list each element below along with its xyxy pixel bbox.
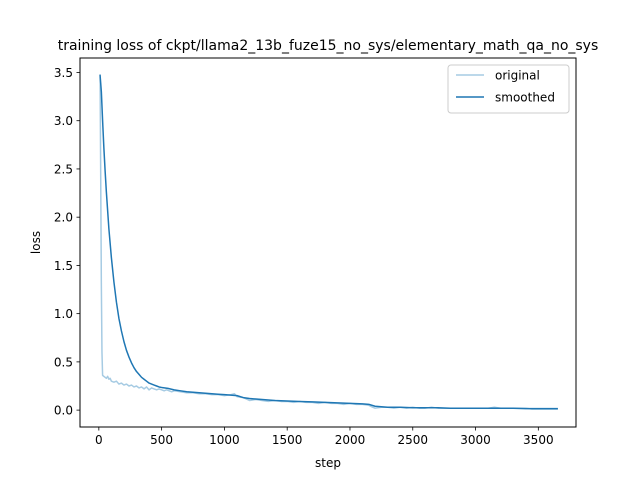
y-axis-label: loss [29,231,43,254]
y-tick-label: 0.5 [54,355,73,369]
legend-box [447,64,570,114]
y-axis-ticks: 0.0 0.5 1.0 1.5 2.0 2.5 3.0 3.5 [54,66,80,418]
x-tick-label: 2500 [397,433,428,447]
chart-title: training loss of ckpt/llama2_13b_fuze15_… [58,38,599,54]
y-tick-label: 0.0 [54,404,73,418]
x-tick-label: 1000 [209,433,240,447]
y-tick-label: 2.5 [54,162,73,176]
y-tick-label: 2.0 [54,211,73,225]
axes-frame [79,57,577,428]
y-tick-label: 3.0 [54,114,73,128]
x-axis-ticks: 0 500 1000 1500 2000 2500 3000 3500 [95,427,554,447]
y-tick-label: 1.5 [54,259,73,273]
legend-label-original: original [495,69,540,83]
y-tick-label: 1.0 [54,307,73,321]
x-tick-label: 0 [95,433,103,447]
x-tick-label: 2000 [335,433,366,447]
series-line-smoothed [99,74,558,410]
x-axis-label: step [315,456,341,470]
series-layer [99,74,558,410]
legend-label-smoothed: smoothed [495,91,555,105]
x-tick-label: 3500 [523,433,554,447]
x-tick-label: 1500 [272,433,303,447]
x-tick-label: 3000 [460,433,491,447]
x-tick-label: 500 [150,433,173,447]
y-tick-label: 3.5 [54,66,73,80]
legend: original smoothed [447,64,570,114]
